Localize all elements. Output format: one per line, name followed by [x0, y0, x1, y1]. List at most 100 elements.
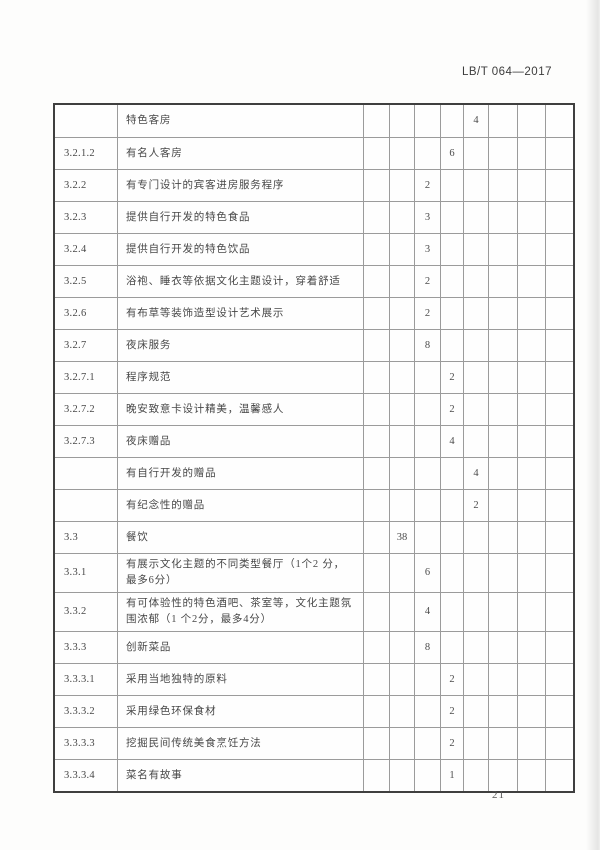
item-code-cell: 3.2.3 [64, 211, 87, 223]
table-row: 3.2.7.2 晚安致意卡设计精美，温馨感人 2 [55, 393, 573, 425]
score-cell [363, 298, 389, 329]
score-cell [488, 426, 517, 457]
score-cell [545, 554, 573, 592]
score-cell [463, 554, 488, 592]
item-desc-cell: 有可体验性的特色酒吧、茶室等，文化主题氛围浓郁（1 个2分，最多4分） [117, 593, 363, 631]
score-cell [389, 266, 414, 297]
scoring-table: 特色客房 4 3.2.1.2 有名人客房 6 3.2.2 有专门设计的宾客进房服务程序 2 3.… [53, 103, 575, 793]
item-code-cell: 3.3.3.4 [64, 769, 95, 781]
item-code-cell: 3.2.4 [64, 243, 87, 255]
score-cell [440, 490, 463, 521]
score-cell [389, 426, 414, 457]
score-cell [517, 632, 545, 663]
score-cell: 6 [414, 554, 440, 592]
score-cell [463, 138, 488, 169]
score-cell: 4 [463, 105, 488, 137]
score-cell [545, 170, 573, 201]
item-code-cell: 3.3.1 [64, 567, 87, 578]
score-cell [389, 362, 414, 393]
score-cell [363, 632, 389, 663]
score-cell [440, 170, 463, 201]
score-cell: 8 [414, 632, 440, 663]
score-cell [545, 105, 573, 137]
score-cell [363, 696, 389, 727]
item-desc-cell: 晚安致意卡设计精美，温馨感人 [117, 394, 363, 425]
item-desc-cell: 提供自行开发的特色饮品 [117, 234, 363, 265]
score-cell: 4 [440, 426, 463, 457]
score-cell [488, 330, 517, 361]
score-cell [517, 760, 545, 791]
score-cell [517, 362, 545, 393]
score-cell [488, 632, 517, 663]
item-code-cell: 3.3.3 [64, 641, 87, 653]
score-cell [463, 522, 488, 553]
score-cell [545, 426, 573, 457]
score-cell: 1 [440, 760, 463, 791]
table-row: 3.2.7.3 夜床赠品 4 [55, 425, 573, 457]
score-cell [488, 593, 517, 631]
score-cell [517, 728, 545, 759]
score-cell [363, 554, 389, 592]
score-cell [463, 696, 488, 727]
score-cell [545, 522, 573, 553]
score-cell [414, 138, 440, 169]
item-desc-cell: 有布草等装饰造型设计艺术展示 [117, 298, 363, 329]
score-cell: 8 [414, 330, 440, 361]
score-cell: 2 [440, 696, 463, 727]
table-row: 3.2.4 提供自行开发的特色饮品 3 [55, 233, 573, 265]
table-row: 3.2.5 浴袍、睡衣等依据文化主题设计，穿着舒适 2 [55, 265, 573, 297]
score-cell [545, 728, 573, 759]
item-desc-cell: 创新菜品 [117, 632, 363, 663]
score-cell [517, 234, 545, 265]
score-cell [545, 298, 573, 329]
item-code-cell: 3.2.6 [64, 307, 87, 319]
item-code-cell [55, 458, 117, 489]
score-cell [414, 394, 440, 425]
score-cell [440, 105, 463, 137]
score-cell [389, 105, 414, 137]
item-code-cell: 3.2.7 [64, 339, 87, 351]
score-cell [517, 170, 545, 201]
item-code-cell: 3.2.5 [64, 275, 87, 287]
score-cell [488, 202, 517, 233]
item-desc-cell: 夜床服务 [117, 330, 363, 361]
score-cell [389, 664, 414, 695]
score-cell [363, 266, 389, 297]
score-cell [488, 138, 517, 169]
score-cell: 2 [463, 490, 488, 521]
score-cell [545, 138, 573, 169]
score-cell [488, 170, 517, 201]
score-cell [463, 426, 488, 457]
score-cell [363, 202, 389, 233]
score-cell: 2 [440, 362, 463, 393]
item-code-cell: 3.3.3.3 [64, 737, 95, 749]
table-row: 3.2.6 有布草等装饰造型设计艺术展示 2 [55, 297, 573, 329]
score-cell [414, 458, 440, 489]
score-cell [440, 458, 463, 489]
score-cell [463, 266, 488, 297]
page-number: 21 [492, 789, 505, 801]
table-row: 3.3.2 有可体验性的特色酒吧、茶室等，文化主题氛围浓郁（1 个2分，最多4分）… [55, 592, 573, 631]
score-cell [545, 394, 573, 425]
item-code-cell: 3.2.7.3 [64, 435, 95, 447]
score-cell [414, 105, 440, 137]
score-cell [414, 728, 440, 759]
item-desc-cell: 有名人客房 [117, 138, 363, 169]
score-cell: 38 [389, 522, 414, 553]
score-cell: 2 [440, 394, 463, 425]
score-cell [463, 298, 488, 329]
item-desc-cell: 浴袍、睡衣等依据文化主题设计，穿着舒适 [117, 266, 363, 297]
score-cell [414, 522, 440, 553]
score-cell [389, 138, 414, 169]
score-cell [517, 202, 545, 233]
score-cell [488, 105, 517, 137]
score-cell: 3 [414, 234, 440, 265]
standard-reference: LB/T 064—2017 [461, 66, 552, 78]
item-code-cell: 3.3.2 [64, 606, 87, 617]
table-row: 3.3.3.3 挖掘民间传统美食烹饪方法 2 [55, 727, 573, 759]
score-cell [440, 298, 463, 329]
score-cell: 6 [440, 138, 463, 169]
item-code-cell: 3.2.2 [64, 179, 87, 191]
score-cell [463, 394, 488, 425]
